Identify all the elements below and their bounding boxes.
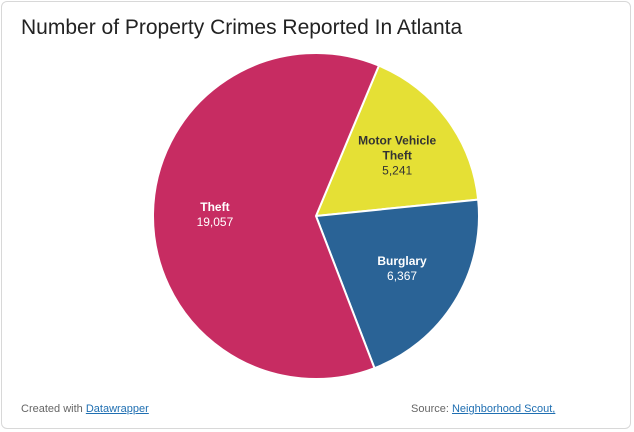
value-label: 19,057 [196, 214, 234, 229]
pie-slice [314, 64, 480, 218]
credit-text: Created with [21, 403, 83, 415]
credit-link[interactable]: Datawrapper [85, 403, 149, 415]
pie-slice [152, 52, 381, 380]
slice-label: Theft 19,057 [165, 200, 265, 230]
value-label: 6,367 [387, 268, 418, 283]
credit: Created with Datawrapper [21, 403, 149, 415]
source-link[interactable]: Neighborhood Scout, [451, 403, 556, 415]
chart-title: Number of Property Crimes Reported In At… [21, 16, 463, 39]
category-label: Motor Vehicle Theft [358, 133, 437, 163]
value-label: 5,241 [382, 163, 413, 178]
category-label: Burglary [377, 253, 427, 268]
source: Source: Neighborhood Scout, [411, 403, 555, 415]
slice-label: Motor Vehicle Theft 5,241 [347, 133, 447, 178]
slice-label: Burglary 6,367 [352, 254, 452, 284]
source-text: Source: [411, 403, 449, 415]
pie-slice [314, 198, 480, 370]
category-label: Theft [200, 199, 230, 214]
